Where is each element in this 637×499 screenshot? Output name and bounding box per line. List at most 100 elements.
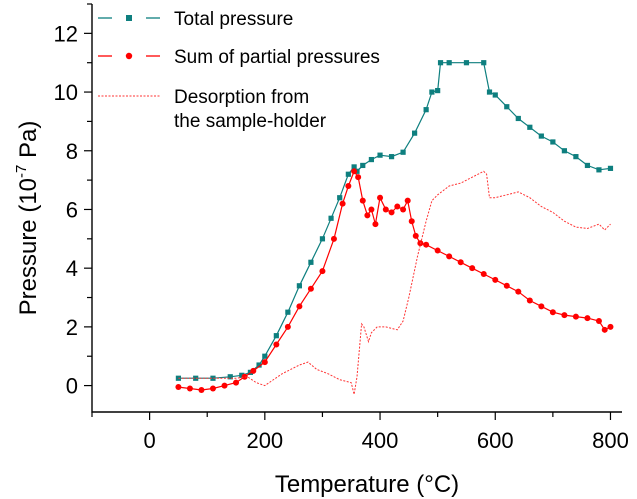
data-point — [388, 209, 395, 216]
legend-marker — [125, 52, 133, 60]
data-point — [337, 195, 343, 201]
data-point — [355, 174, 362, 181]
data-point — [241, 373, 248, 380]
data-point — [492, 276, 499, 283]
data-point — [480, 271, 487, 278]
data-point — [308, 259, 314, 265]
data-point — [193, 375, 199, 381]
data-point — [319, 268, 326, 275]
data-point — [364, 212, 371, 219]
data-point — [319, 236, 326, 242]
y-tick-label: 4 — [66, 256, 78, 281]
data-point — [607, 165, 614, 171]
data-point — [463, 60, 470, 66]
x-tick-labels: 0 200 400 600 800 — [143, 428, 628, 453]
data-point — [261, 359, 268, 366]
data-point — [457, 259, 464, 266]
plot-axes — [91, 4, 622, 413]
series-line — [178, 170, 611, 391]
data-point — [584, 315, 591, 322]
data-point — [256, 362, 262, 368]
data-point — [527, 124, 533, 130]
legend-item-1: Total pressure — [98, 9, 293, 30]
data-point — [377, 194, 384, 201]
axis-ticks — [84, 3, 612, 420]
y-axis-label-unit: Pa) — [15, 121, 42, 165]
data-point — [435, 87, 441, 94]
data-point — [572, 313, 579, 320]
data-point — [469, 265, 476, 272]
data-point — [345, 171, 351, 177]
legend-label: Sum of partial pressures — [174, 47, 380, 68]
data-point — [550, 139, 556, 145]
data-series — [175, 60, 614, 395]
y-tick-label: 2 — [66, 315, 78, 340]
series-line — [178, 170, 611, 395]
data-point — [239, 372, 245, 378]
data-point — [595, 318, 602, 325]
data-point — [412, 130, 418, 136]
data-point — [296, 283, 302, 289]
data-point — [423, 107, 429, 113]
data-point — [186, 385, 193, 392]
data-point — [285, 309, 291, 315]
y-tick-label: 6 — [66, 197, 78, 222]
data-point — [561, 148, 567, 154]
data-point — [584, 162, 591, 169]
data-point — [351, 164, 357, 170]
data-point — [404, 197, 411, 204]
data-point — [175, 384, 182, 391]
data-point — [515, 288, 522, 295]
data-point — [351, 168, 358, 175]
data-point — [446, 253, 453, 260]
y-axis-label-exponent: -7 — [13, 165, 30, 178]
series-1 — [175, 60, 614, 381]
y-tick-label: 10 — [54, 80, 78, 105]
data-point — [504, 104, 510, 110]
x-tick-label: 400 — [362, 428, 399, 453]
data-point — [408, 218, 415, 225]
data-point — [515, 115, 521, 122]
data-point — [328, 215, 334, 221]
data-point — [210, 375, 216, 381]
y-tick-label: 12 — [54, 21, 78, 46]
data-point — [209, 385, 216, 392]
data-point — [382, 206, 389, 213]
data-point — [412, 232, 419, 239]
x-tick-label: 0 — [143, 428, 155, 453]
legend-marker — [126, 15, 132, 21]
series-3 — [178, 170, 611, 395]
data-point — [307, 285, 314, 292]
data-point — [360, 162, 366, 169]
data-point — [296, 303, 303, 310]
data-point — [227, 374, 233, 380]
data-point — [400, 206, 407, 213]
data-point — [437, 60, 444, 66]
data-point — [377, 152, 383, 158]
legend-label: Total pressure — [174, 9, 293, 30]
data-point — [233, 379, 240, 386]
data-point — [273, 333, 279, 339]
legend-item-2: Sum of partial pressures — [98, 47, 380, 68]
x-tick-label: 800 — [592, 428, 629, 453]
data-point — [221, 382, 228, 389]
x-axis-label: Temperature (°C) — [275, 471, 459, 498]
data-point — [372, 221, 379, 228]
legend: Total pressure Sum of partial pressures De… — [98, 9, 380, 132]
data-point — [492, 92, 498, 98]
data-point — [526, 297, 533, 304]
y-tick-label: 8 — [66, 139, 78, 164]
data-point — [486, 89, 493, 95]
data-point — [339, 200, 346, 207]
data-point — [423, 241, 430, 248]
data-point — [359, 197, 366, 204]
series-2 — [175, 168, 614, 393]
legend-item-3: Desorption from the sample-holder — [98, 87, 327, 132]
data-point — [198, 386, 205, 393]
data-point — [561, 312, 568, 319]
data-point — [607, 323, 614, 330]
data-point — [368, 206, 375, 213]
data-point — [596, 167, 602, 173]
data-point — [573, 154, 579, 160]
